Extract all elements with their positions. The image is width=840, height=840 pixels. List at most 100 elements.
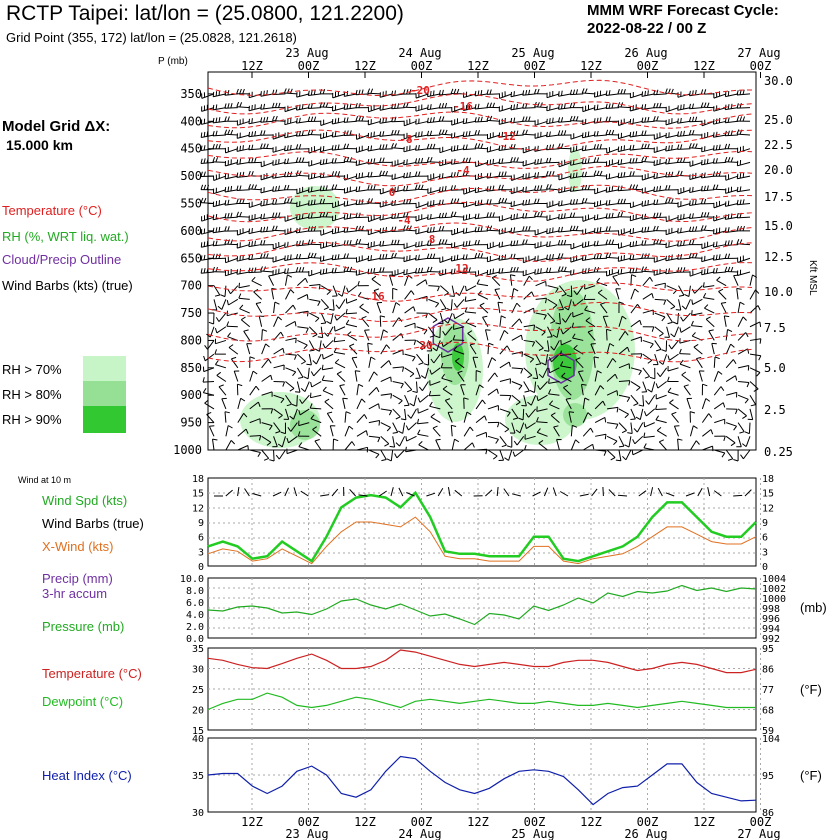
wind-barb	[239, 304, 250, 314]
wind-barb-shaft	[534, 134, 548, 139]
wind-barb-shaft	[431, 367, 441, 375]
wind-barb	[679, 359, 691, 369]
wind-barb-flag	[590, 427, 594, 433]
wind-barb	[417, 418, 429, 425]
wind-barb-shaft	[261, 449, 270, 459]
wind-barb	[665, 118, 679, 126]
wind-barb	[417, 394, 429, 403]
wind-barb-flag	[352, 356, 358, 359]
wind-barb	[225, 425, 233, 437]
wind-barb	[725, 375, 738, 382]
wind-barb	[403, 185, 417, 192]
wind-barb-shaft	[309, 284, 321, 287]
wind-barb-flag	[270, 408, 274, 414]
wind-barb	[525, 408, 536, 418]
wind-barb	[297, 353, 306, 365]
wind-barb	[548, 389, 560, 396]
wind-barb	[653, 256, 667, 263]
wind-barb	[427, 90, 441, 98]
wind-barb-flag	[337, 117, 340, 123]
wind-barb	[538, 367, 548, 379]
wind-barb-flag	[489, 159, 492, 165]
wind-barb-flag	[307, 103, 310, 109]
wind-barb-flag	[212, 438, 218, 441]
wind-barb	[446, 299, 453, 311]
wind-barb-flag	[373, 288, 380, 292]
wind-barb-shaft	[403, 161, 417, 166]
wind-barb-shaft	[451, 215, 465, 218]
wind-barb-flag	[305, 328, 309, 334]
wind-barb-flag	[739, 173, 742, 179]
wind-barb-flag	[227, 103, 230, 109]
wind-barb-flag	[513, 288, 519, 292]
wind-barb-flag	[200, 184, 204, 190]
wind-barb-flag	[346, 253, 349, 259]
wind-barb-flag	[721, 452, 726, 458]
kft-tick: 20.0	[764, 163, 793, 177]
wind-barb-flag	[569, 186, 572, 192]
wind-barb-flag	[294, 354, 297, 360]
wind-barb-shaft	[320, 326, 324, 338]
wind-barb-flag	[689, 200, 691, 206]
wind-barb-flag	[418, 131, 420, 137]
wind-barb-shaft	[324, 340, 334, 349]
wind-barb-shaft	[667, 391, 679, 396]
wind-barb-shaft	[248, 120, 262, 125]
wind-barb-flag	[239, 102, 243, 108]
wind-barb	[462, 104, 477, 111]
wind-barb	[617, 268, 631, 275]
wind-barb	[618, 422, 627, 434]
wind-barb-flag	[550, 346, 555, 351]
wind-barb	[487, 435, 499, 444]
wind-barb-shaft	[284, 274, 288, 286]
wind-barb	[463, 442, 475, 451]
wind-barb	[432, 340, 441, 352]
wind-barb-shaft	[749, 408, 754, 420]
wind-barb-flag	[733, 274, 739, 277]
wind-barb	[398, 422, 406, 434]
wind-barb	[260, 266, 274, 273]
wind-barb	[416, 326, 428, 335]
wind-barb	[237, 445, 249, 451]
wind-barb	[442, 326, 453, 336]
isotherm-line	[207, 111, 753, 129]
wind-barb-flag	[506, 445, 512, 448]
wind-barb	[347, 331, 358, 341]
wind-barb-flag	[464, 307, 468, 313]
wind-barb-flag	[480, 143, 484, 149]
kft-tick: 0.25	[764, 445, 793, 459]
pressure-tick: 850	[180, 361, 202, 375]
wind-barb	[236, 228, 250, 236]
wind-barb	[297, 310, 309, 317]
wind-barb	[224, 185, 238, 193]
wind-barb	[392, 366, 405, 372]
wind-barb-flag	[275, 159, 277, 165]
wind-barb-flag	[252, 370, 258, 375]
wind-barb	[522, 199, 536, 206]
wind-barb-flag	[337, 293, 343, 297]
wind-barb-flag	[647, 199, 649, 205]
wind-barb	[326, 312, 334, 325]
wind-barb-flag	[345, 308, 348, 314]
wind-barb-shaft	[725, 435, 736, 444]
wind-barb-flag	[239, 172, 242, 178]
wind-barb-flag	[474, 213, 477, 219]
wind-barb-shaft	[642, 339, 654, 345]
wind-barb-shaft	[725, 449, 734, 460]
wind-barb-shaft	[545, 354, 549, 366]
wind-barb-flag	[644, 117, 647, 123]
wind-barb-flag	[403, 185, 406, 192]
wind-barb-flag	[324, 332, 329, 337]
wind-barb-shaft	[334, 362, 346, 369]
wind-barb-shaft	[582, 148, 596, 152]
wind-barb-flag	[641, 143, 644, 149]
wind-barb-flag	[363, 414, 368, 420]
wind-barb-flag	[513, 104, 515, 110]
wind-barb	[629, 254, 643, 261]
wind-barb-flag	[677, 438, 683, 441]
wind-barb-flag	[641, 91, 644, 97]
wind-barb-shaft	[654, 326, 664, 334]
wind-barb-shaft	[629, 120, 643, 125]
wind-barb-flag	[680, 131, 682, 137]
wind-barb	[289, 408, 298, 420]
